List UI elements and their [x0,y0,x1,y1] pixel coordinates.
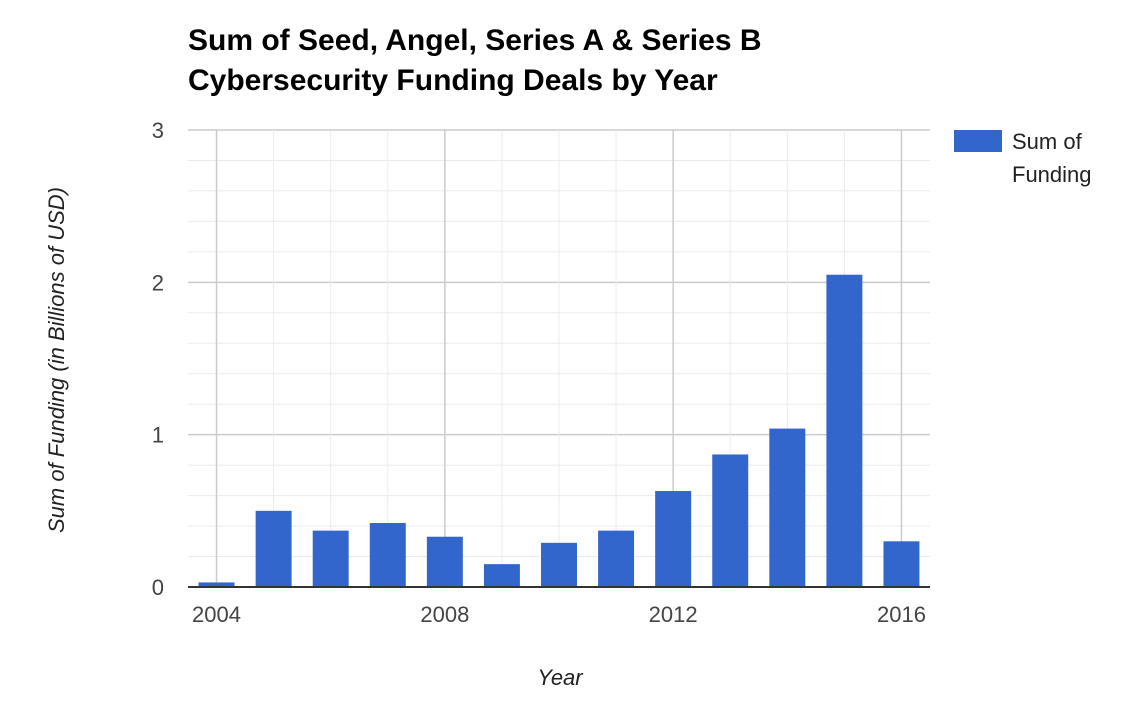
legend-label-line-2: Funding [1012,162,1092,187]
bars [198,274,920,587]
bar-2009 [483,564,520,587]
x-axis-title: Year [537,665,584,690]
x-tick-label: 2008 [420,602,469,627]
x-axis-ticks: 2004 2008 2012 2016 [192,602,926,627]
y-axis-title: Sum of Funding (in Billions of USD) [44,187,69,533]
x-tick-label: 2012 [649,602,698,627]
gridlines [188,129,930,588]
bar-2013 [712,454,749,587]
bar-2012 [655,491,692,587]
bar-2008 [426,536,463,587]
bar-2016 [883,541,920,587]
chart-title-line-2: Cybersecurity Funding Deals by Year [188,64,718,97]
bar-2006 [312,530,349,587]
legend-label-line-1: Sum of [1012,129,1083,154]
bar-2005 [255,510,292,587]
x-tick-label: 2016 [877,602,926,627]
bar-2011 [598,530,635,587]
y-tick-label: 3 [152,118,164,143]
chart-title-line-1: Sum of Seed, Angel, Series A & Series B [188,24,762,57]
y-axis-ticks: 0 1 2 3 [152,118,164,600]
bar-2014 [769,428,806,587]
legend-swatch [954,130,1002,152]
bar-2004 [198,582,235,587]
y-tick-label: 2 [152,270,164,295]
bar-2015 [826,274,863,587]
legend: Sum of Funding [954,129,1092,187]
x-tick-label: 2004 [192,602,241,627]
y-tick-label: 1 [152,423,164,448]
y-tick-label: 0 [152,575,164,600]
bar-2007 [369,523,406,587]
bar-2010 [541,542,577,587]
